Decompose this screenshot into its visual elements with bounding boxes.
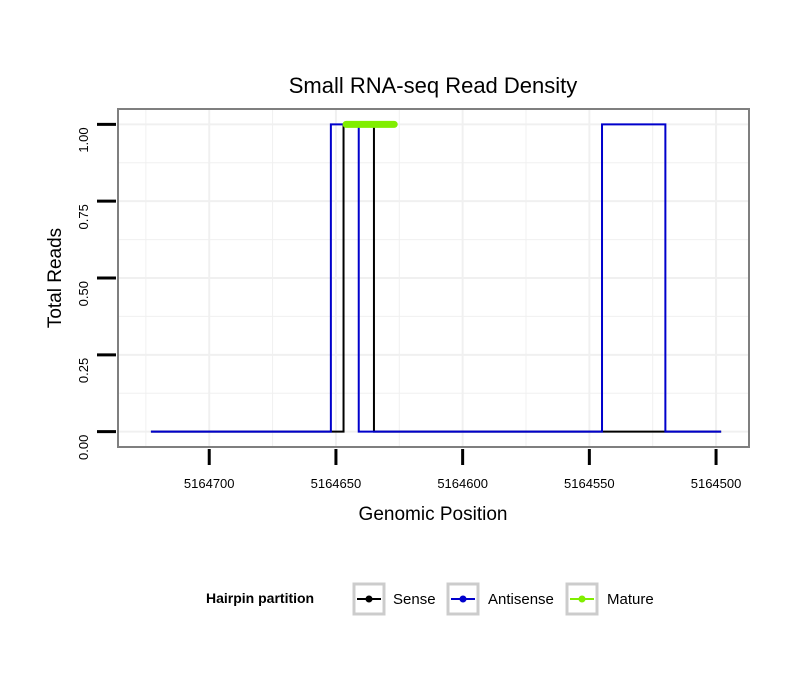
- y-tick-label: 0.50: [76, 281, 91, 306]
- x-tick-label: 5164550: [564, 476, 615, 491]
- legend-label-sense: Sense: [393, 591, 436, 608]
- x-tick-label: 5164650: [311, 476, 362, 491]
- series-line-antisense: [150, 123, 722, 433]
- y-axis: 0.00 0.25 0.50 0.75 1.00: [76, 122, 116, 460]
- x-tick-label: 5164600: [437, 476, 488, 491]
- y-tick-label: 0.75: [76, 204, 91, 229]
- series-lines: [150, 120, 722, 433]
- x-axis: 5164700 5164650 5164600 5164550 5164500: [184, 449, 741, 491]
- legend-key-point-sense: [365, 595, 373, 603]
- legend-key-point-mature: [578, 595, 586, 603]
- y-tick-label: 1.00: [76, 127, 91, 152]
- y-tick-label: 0.25: [76, 358, 91, 383]
- legend: Hairpin partition Sense Antisense Mature: [206, 582, 654, 616]
- chart-title: Small RNA-seq Read Density: [289, 73, 578, 98]
- y-axis-label: Total Reads: [45, 228, 66, 328]
- x-tick-label: 5164700: [184, 476, 235, 491]
- legend-title: Hairpin partition: [206, 590, 314, 606]
- legend-key-point-antisense: [459, 595, 467, 603]
- grid-lines: [118, 109, 749, 447]
- legend-label-antisense: Antisense: [488, 591, 554, 608]
- plot-border: [117, 108, 750, 448]
- x-axis-label: Genomic Position: [359, 504, 508, 525]
- x-tick-label: 5164500: [691, 476, 742, 491]
- y-tick-label: 0.00: [76, 435, 91, 460]
- legend-label-mature: Mature: [607, 591, 654, 608]
